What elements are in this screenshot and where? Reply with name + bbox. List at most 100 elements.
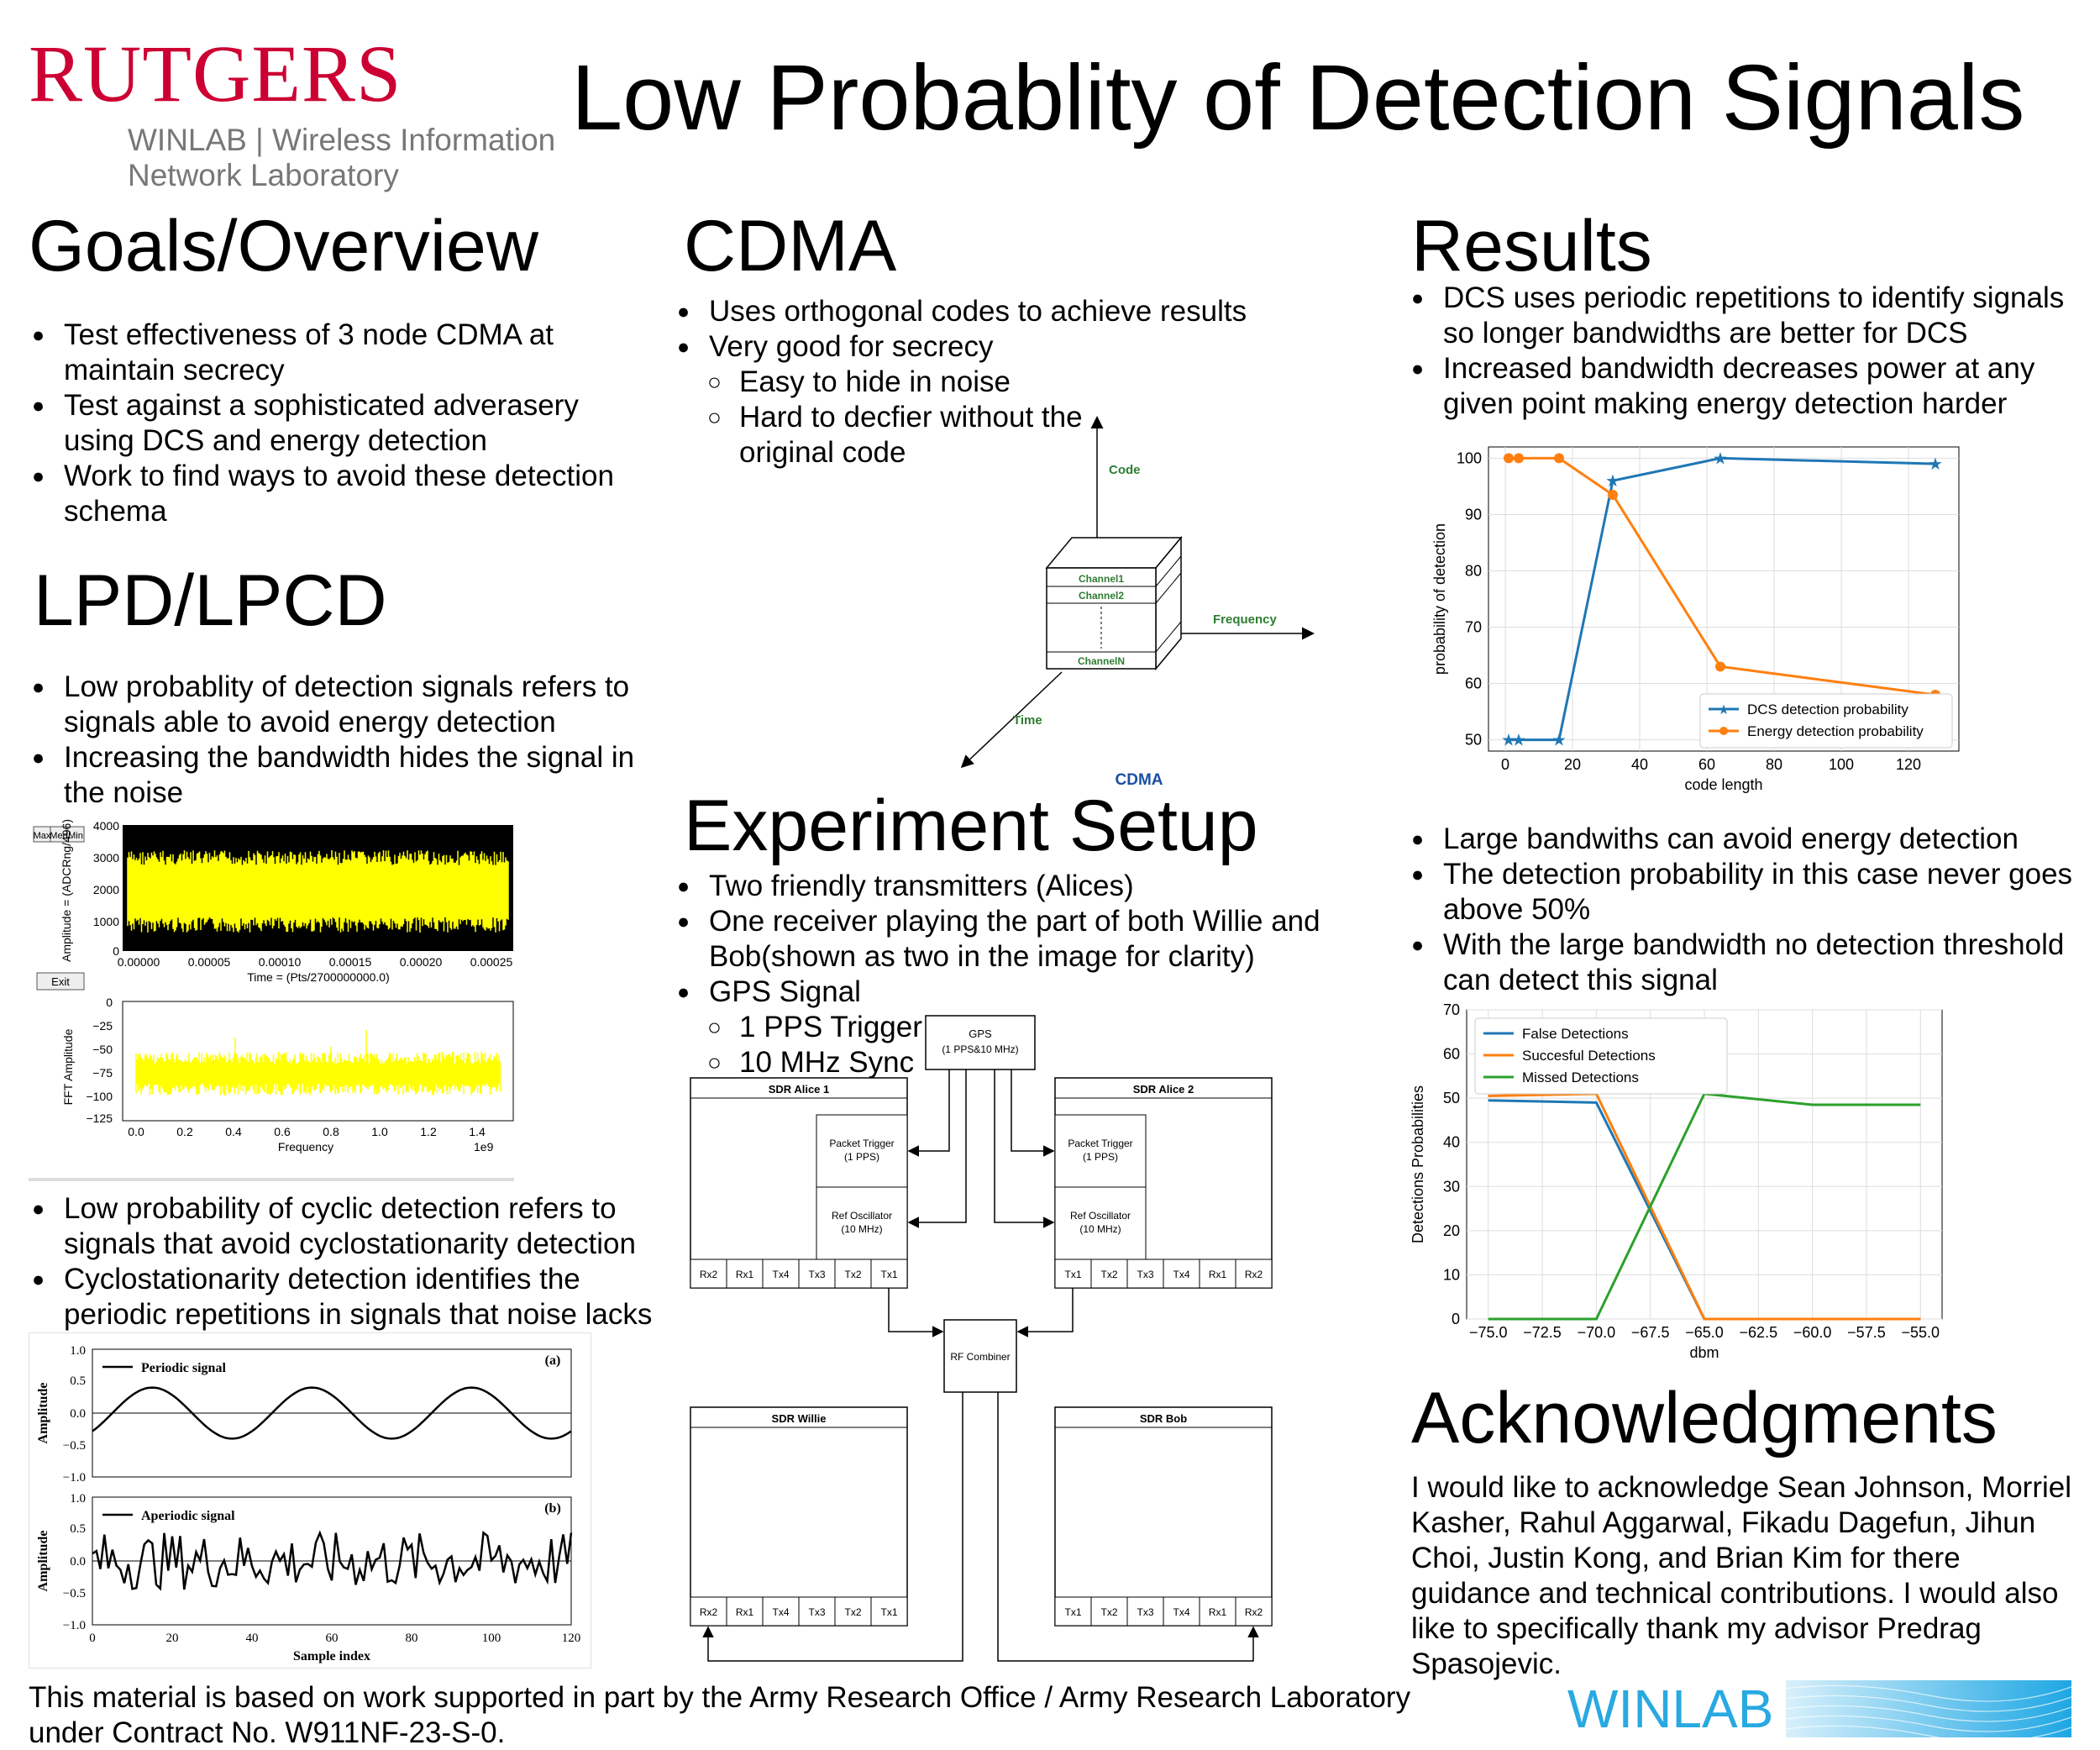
port-label: Tx4 [1173, 1606, 1189, 1618]
axis-frequency: Frequency [1213, 612, 1278, 627]
list-item: Easy to hide in noise [674, 365, 1262, 400]
data-point: ★ [1605, 472, 1620, 491]
results-list: DCS uses periodic repetitions to identif… [1408, 281, 2080, 422]
willie-box: SDR Willie Rx2 Rx1 Tx4 Tx3 Tx2 Tx1 [690, 1406, 908, 1627]
tick-label: 0.0 [70, 1407, 86, 1421]
aperiodic-tag: (b) [544, 1501, 561, 1516]
rutgers-logo: RUTGERS WINLAB | Wireless Information Ne… [29, 29, 556, 193]
data-point: ★ [1511, 732, 1526, 750]
y-tick-label: 30 [1443, 1178, 1460, 1195]
legend-label: Succesful Detections [1522, 1048, 1656, 1064]
tick-label: 40 [246, 1632, 259, 1645]
x-tick-label: −75.0 [1469, 1324, 1508, 1341]
list-item: 10 MHz Sync [674, 1045, 1329, 1080]
tick-label: 1.2 [420, 1125, 437, 1138]
x-tick-label: 80 [1766, 756, 1782, 773]
legend-label: Energy detection probability [1747, 723, 1924, 739]
periodic-aperiodic-figure: Periodic signal (a) 1.0 0.5 0.0 −0.5 −1.… [29, 1332, 591, 1669]
port-label: Rx2 [700, 1269, 718, 1280]
min-button[interactable] [66, 826, 85, 843]
rutgers-wordmark: RUTGERS [29, 29, 402, 118]
rf-combiner-box [943, 1319, 1017, 1393]
tick-label: 1.4 [469, 1125, 486, 1138]
alice2-ports: Tx1 Tx2 Tx3 Tx4 Rx1 Rx2 [1054, 1259, 1273, 1289]
cdma-figure: Code Frequency Time Channel1 Channel2 Ch… [960, 416, 1315, 789]
tick-label: −100 [86, 1090, 113, 1103]
port-label: Tx3 [1137, 1269, 1153, 1280]
legend-label: DCS detection probability [1747, 702, 1908, 717]
legend [1474, 1017, 1728, 1095]
periodic-yticks: 1.0 0.5 0.0 −0.5 −1.0 [63, 1344, 86, 1485]
series-line [1488, 1092, 1921, 1321]
pps-label: (1 PPS) [844, 1151, 879, 1163]
list-item: Low probability of cyclic detection refe… [29, 1191, 667, 1262]
x-tick-label: 40 [1631, 756, 1648, 773]
port-label: Rx1 [1209, 1606, 1227, 1618]
y-tick-label: 60 [1443, 1046, 1460, 1063]
port-label: Rx2 [1245, 1606, 1263, 1618]
periodic-legend: Periodic signal [141, 1361, 226, 1375]
scope-buttons: Max Med Min Exit [33, 826, 85, 991]
fft-noise-trace [135, 1030, 501, 1096]
data-point [1514, 453, 1524, 464]
sample-xticks: 0 20 40 60 80 100 120 [89, 1632, 580, 1645]
aperiodic-yticks: 1.0 0.5 0.0 −0.5 −1.0 [63, 1492, 86, 1632]
port-label: Tx3 [808, 1269, 825, 1280]
tick-label: 0 [89, 1632, 96, 1645]
tick-label: 0.0 [70, 1555, 86, 1569]
mhz-label: (10 MHz) [1079, 1223, 1121, 1235]
alice2-title: SDR Alice 2 [1133, 1083, 1194, 1096]
pps-label: (1 PPS) [1083, 1151, 1118, 1163]
list-item: Cyclostationarity detection identifies t… [29, 1262, 667, 1332]
periodic-tag: (a) [545, 1353, 561, 1368]
tick-label: 0.00020 [400, 955, 443, 969]
port-label: Tx2 [844, 1269, 861, 1280]
channel1-label: Channel1 [1079, 573, 1124, 585]
tick-label: 120 [562, 1632, 581, 1645]
cdma-caption: CDMA [1116, 771, 1163, 789]
list-item: GPS Signal [674, 975, 1329, 1010]
detection-vs-code-length-chart: 50 60 70 80 90 100 0 20 40 60 80 100 120 code length p… [1431, 446, 1960, 793]
y-axis-label: probability of detection [1431, 523, 1448, 675]
tick-label: 100 [482, 1632, 501, 1645]
max-label: Max [34, 831, 51, 841]
y-tick-label: 0 [1452, 1311, 1460, 1327]
y-tick-label: 20 [1443, 1222, 1460, 1239]
tick-label: −1.0 [63, 1619, 86, 1632]
setup-heading: Experiment Setup [684, 786, 1258, 866]
list-item: 1 PPS Trigger [674, 1010, 1329, 1045]
data-point: ★ [1928, 455, 1943, 474]
list-item: Work to find ways to avoid these detecti… [29, 459, 642, 529]
alice1-ports: Rx2 Rx1 Tx4 Tx3 Tx2 Tx1 [690, 1259, 908, 1289]
x-tick-label: −67.5 [1631, 1324, 1670, 1341]
port-label: Tx2 [1100, 1269, 1117, 1280]
tick-label: 0.00010 [259, 955, 302, 969]
x-tick-label: 60 [1698, 756, 1715, 773]
time-ylabel: Amplitude = (ADCRng/496) [60, 819, 73, 962]
list-item: Low probablity of detection signals refe… [29, 670, 667, 740]
legend-label: False Detections [1522, 1026, 1629, 1042]
y-tick-label: 90 [1465, 506, 1482, 523]
time-noise-trace [127, 850, 509, 933]
list-item: Uses orthogonal codes to achieve results [674, 294, 1262, 329]
y-tick-label: 50 [1443, 1090, 1460, 1106]
channel-stack: Channel1 Channel2 ChannelN [1045, 535, 1183, 671]
lpd-heading: LPD/LPCD [34, 560, 387, 641]
port-label: Tx1 [880, 1606, 897, 1618]
port-label: Tx2 [1100, 1606, 1117, 1618]
data-point: ★ [1551, 732, 1567, 750]
exit-button[interactable] [36, 972, 85, 991]
poster-title: Low Probablity of Detection Signals [571, 46, 2025, 150]
alice1-box: SDR Alice 1 Packet Trigger (1 PPS) Ref O… [690, 1077, 908, 1289]
tick-label: 60 [326, 1632, 339, 1645]
x-tick-label: 120 [1896, 756, 1921, 773]
tick-label: 1.0 [70, 1492, 86, 1506]
x-tick-label: 0 [1501, 756, 1509, 773]
tick-label: −25 [92, 1019, 113, 1033]
port-label: Tx2 [844, 1606, 861, 1618]
y-tick-label: 80 [1465, 562, 1482, 579]
funding-note-2: under Contract No. W911NF-23-S-0. [29, 1716, 506, 1749]
x-tick-label: 20 [1564, 756, 1581, 773]
port-label: Rx1 [736, 1606, 754, 1618]
winlab-subtitle-1: WINLAB | Wireless Information [128, 123, 556, 157]
